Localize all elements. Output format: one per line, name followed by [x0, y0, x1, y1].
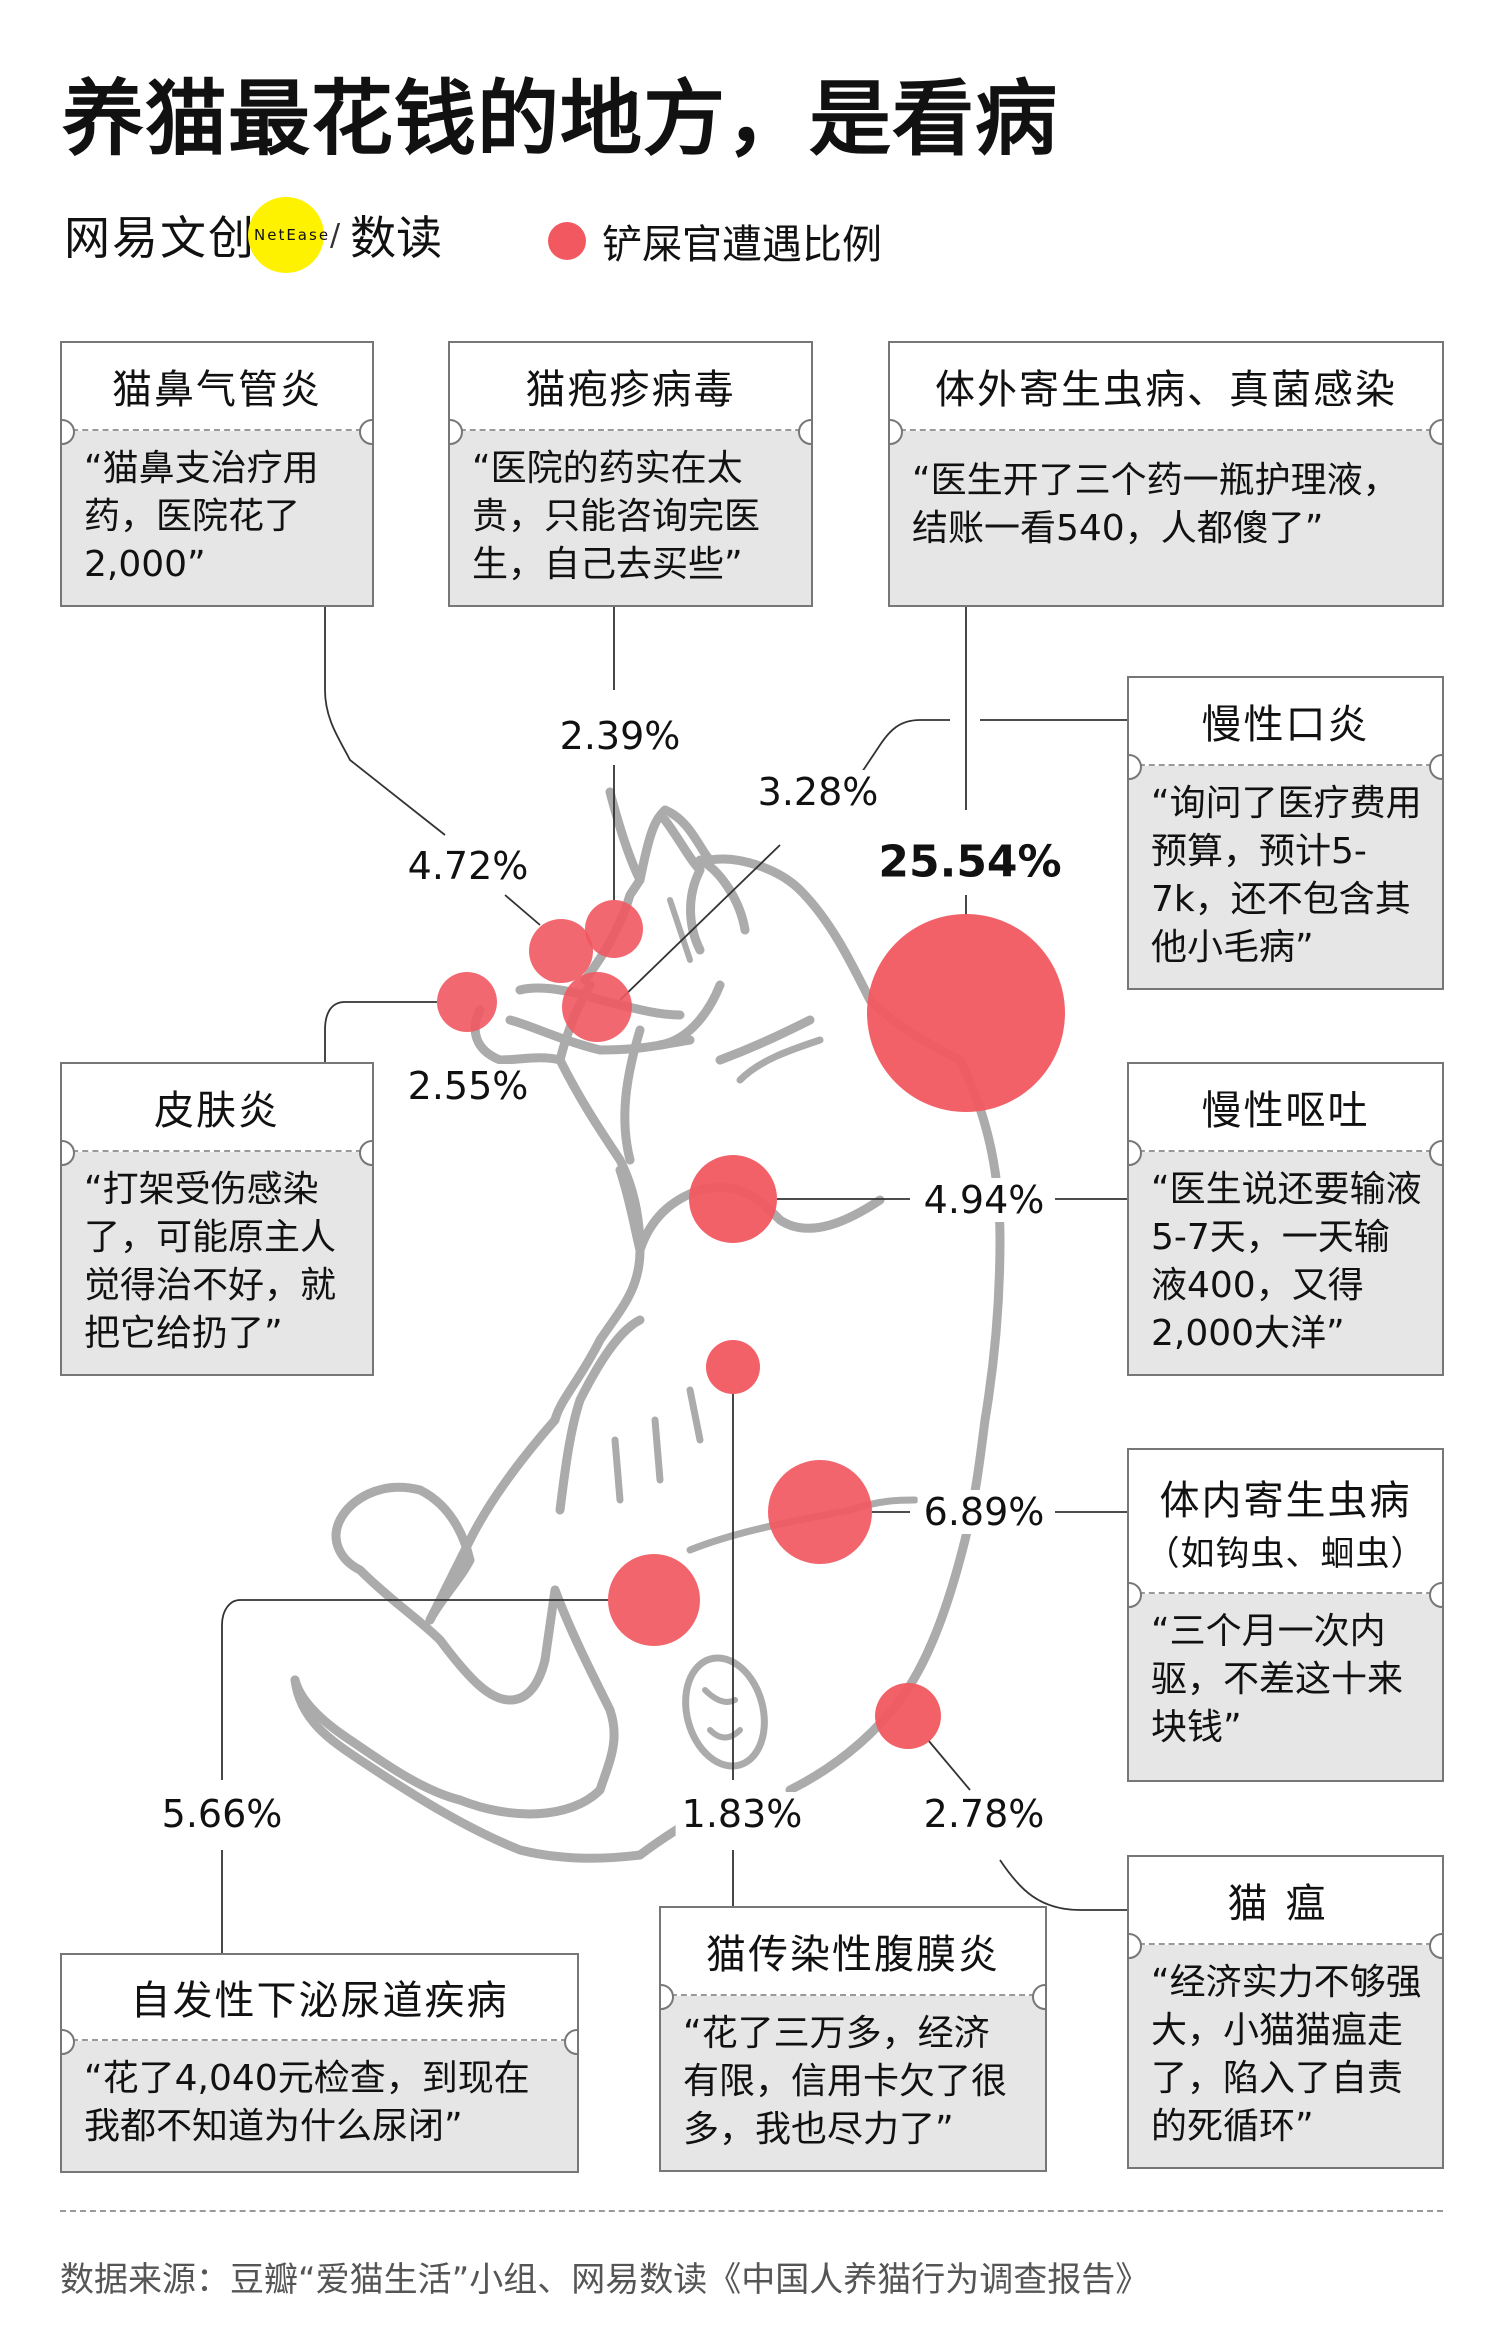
card-divider: [1129, 1592, 1442, 1594]
data-source-note: 数据来源：豆瓣“爱猫生活”小组、网易数读《中国人养猫行为调查报告》: [60, 2260, 1150, 2300]
card-cat-flu: 猫鼻气管炎 “猫鼻支治疗用药，医院花了2,000”: [60, 341, 374, 607]
card-quote: “三个月一次内驱，不差这十来块钱”: [1129, 1594, 1442, 1780]
card-quote: “医生开了三个药一瓶护理液，结账一看540，人都傻了”: [890, 431, 1442, 605]
bubble-herpes: [585, 900, 643, 958]
pct-label-parasite-ext: 25.54%: [872, 836, 1068, 888]
card-title: 猫传染性腹膜炎: [661, 1908, 1045, 1994]
card-title: 皮肤炎: [62, 1064, 372, 1150]
card-title: 体内寄生虫病: [1159, 1477, 1412, 1524]
card-stomatitis: 慢性口炎 “询问了医疗费用预算，预计5-7k，还不包含其他小毛病”: [1127, 676, 1444, 990]
brand-yellow-dot: NetEase: [248, 197, 328, 273]
bubble-parasite-ext: [867, 914, 1065, 1112]
card-divider: [1129, 1150, 1442, 1152]
card-vomiting: 慢性呕吐 “医生说还要输液5-7天，一天输液400，又得2,000大洋”: [1127, 1062, 1444, 1376]
card-quote: “医生说还要输液5-7天，一天输液400，又得2,000大洋”: [1129, 1152, 1442, 1374]
bubble-panleukopenia: [875, 1683, 941, 1749]
brand-name-cn: 网易文创: [64, 211, 256, 265]
card-herpes: 猫疱疹病毒 “医院的药实在太贵，只能咨询完医生，自己去买些”: [448, 341, 813, 607]
card-title: 体外寄生虫病、真菌感染: [890, 343, 1442, 429]
card-divider: [62, 2039, 577, 2041]
brand-name-en: NetEase: [254, 226, 331, 244]
card-quote: “医院的药实在太贵，只能咨询完医生，自己去买些”: [450, 431, 811, 605]
card-title: 慢性口炎: [1129, 678, 1442, 764]
card-title: 自发性下泌尿道疾病: [62, 1955, 577, 2039]
bubble-parasite-int: [768, 1460, 872, 1564]
card-panleukopenia: 猫瘟 “经济实力不够强大，小猫猫瘟走了，陷入了自责的死循环”: [1127, 1855, 1444, 2169]
card-subtitle: （如钩虫、蛔虫）: [1145, 1533, 1426, 1574]
card-title: 猫鼻气管炎: [62, 343, 372, 429]
legend-dot-icon: [548, 222, 586, 260]
card-title: 慢性呕吐: [1129, 1064, 1442, 1150]
card-title: 猫瘟: [1129, 1857, 1442, 1943]
card-quote: “打架受伤感染了，可能原主人觉得治不好，就把它给扔了”: [62, 1152, 372, 1374]
pct-label-fip: 1.83%: [675, 1792, 809, 1836]
pct-label-dermatitis: 2.55%: [401, 1064, 535, 1108]
card-quote: “询问了医疗费用预算，预计5-7k，还不包含其他小毛病”: [1129, 766, 1442, 988]
card-dermatitis: 皮肤炎 “打架受伤感染了，可能原主人觉得治不好，就把它给扔了”: [60, 1062, 374, 1376]
card-divider: [62, 429, 372, 431]
bubble-flutd: [608, 1554, 700, 1646]
card-divider: [1129, 764, 1442, 766]
data-bubbles: [437, 900, 1065, 1749]
footer-divider: [60, 2210, 1443, 2212]
brand-slash: /: [330, 217, 341, 253]
legend-label: 铲屎官遭遇比例: [602, 222, 882, 268]
card-divider: [661, 1994, 1045, 1996]
brand-logo: 网易文创 NetEase / 数读: [64, 197, 443, 273]
legend: 铲屎官遭遇比例: [548, 212, 882, 270]
card-title-wrap: 体内寄生虫病 （如钩虫、蛔虫）: [1129, 1450, 1442, 1592]
card-quote: “猫鼻支治疗用药，医院花了2,000”: [62, 431, 372, 605]
card-fip: 猫传染性腹膜炎 “花了三万多，经济有限，信用卡欠了很多，我也尽力了”: [659, 1906, 1047, 2172]
bubble-stomatitis: [562, 972, 632, 1042]
pct-label-vomiting: 4.94%: [917, 1178, 1051, 1222]
brand-sub: 数读: [350, 211, 443, 265]
card-divider: [450, 429, 811, 431]
pct-label-flutd: 5.66%: [155, 1792, 289, 1836]
pct-label-herpes: 2.39%: [553, 714, 687, 758]
cat-outline-illustration: [290, 787, 1005, 1863]
card-quote: “经济实力不够强大，小猫猫瘟走了，陷入了自责的死循环”: [1129, 1945, 1442, 2167]
card-parasite-ext: 体外寄生虫病、真菌感染 “医生开了三个药一瓶护理液，结账一看540，人都傻了”: [888, 341, 1444, 607]
card-flutd: 自发性下泌尿道疾病 “花了4,040元检查，到现在我都不知道为什么尿闭”: [60, 1953, 579, 2173]
bubble-cat-flu: [529, 919, 593, 983]
card-quote: “花了三万多，经济有限，信用卡欠了很多，我也尽力了”: [661, 1996, 1045, 2170]
card-divider: [62, 1150, 372, 1152]
bubble-fip: [706, 1340, 760, 1394]
pct-label-parasite-int: 6.89%: [917, 1490, 1051, 1534]
page-title: 养猫最花钱的地方，是看病: [62, 72, 1059, 167]
pct-label-panleukopenia: 2.78%: [917, 1792, 1051, 1836]
bubble-dermatitis: [437, 972, 497, 1032]
card-divider: [890, 429, 1442, 431]
card-divider: [1129, 1943, 1442, 1945]
card-title: 猫疱疹病毒: [450, 343, 811, 429]
pct-label-stomatitis: 3.28%: [751, 770, 885, 814]
card-quote: “花了4,040元检查，到现在我都不知道为什么尿闭”: [62, 2041, 577, 2171]
bubble-vomiting: [689, 1155, 777, 1243]
pct-label-cat-flu: 4.72%: [401, 844, 535, 888]
card-parasite-int: 体内寄生虫病 （如钩虫、蛔虫） “三个月一次内驱，不差这十来块钱”: [1127, 1448, 1444, 1782]
